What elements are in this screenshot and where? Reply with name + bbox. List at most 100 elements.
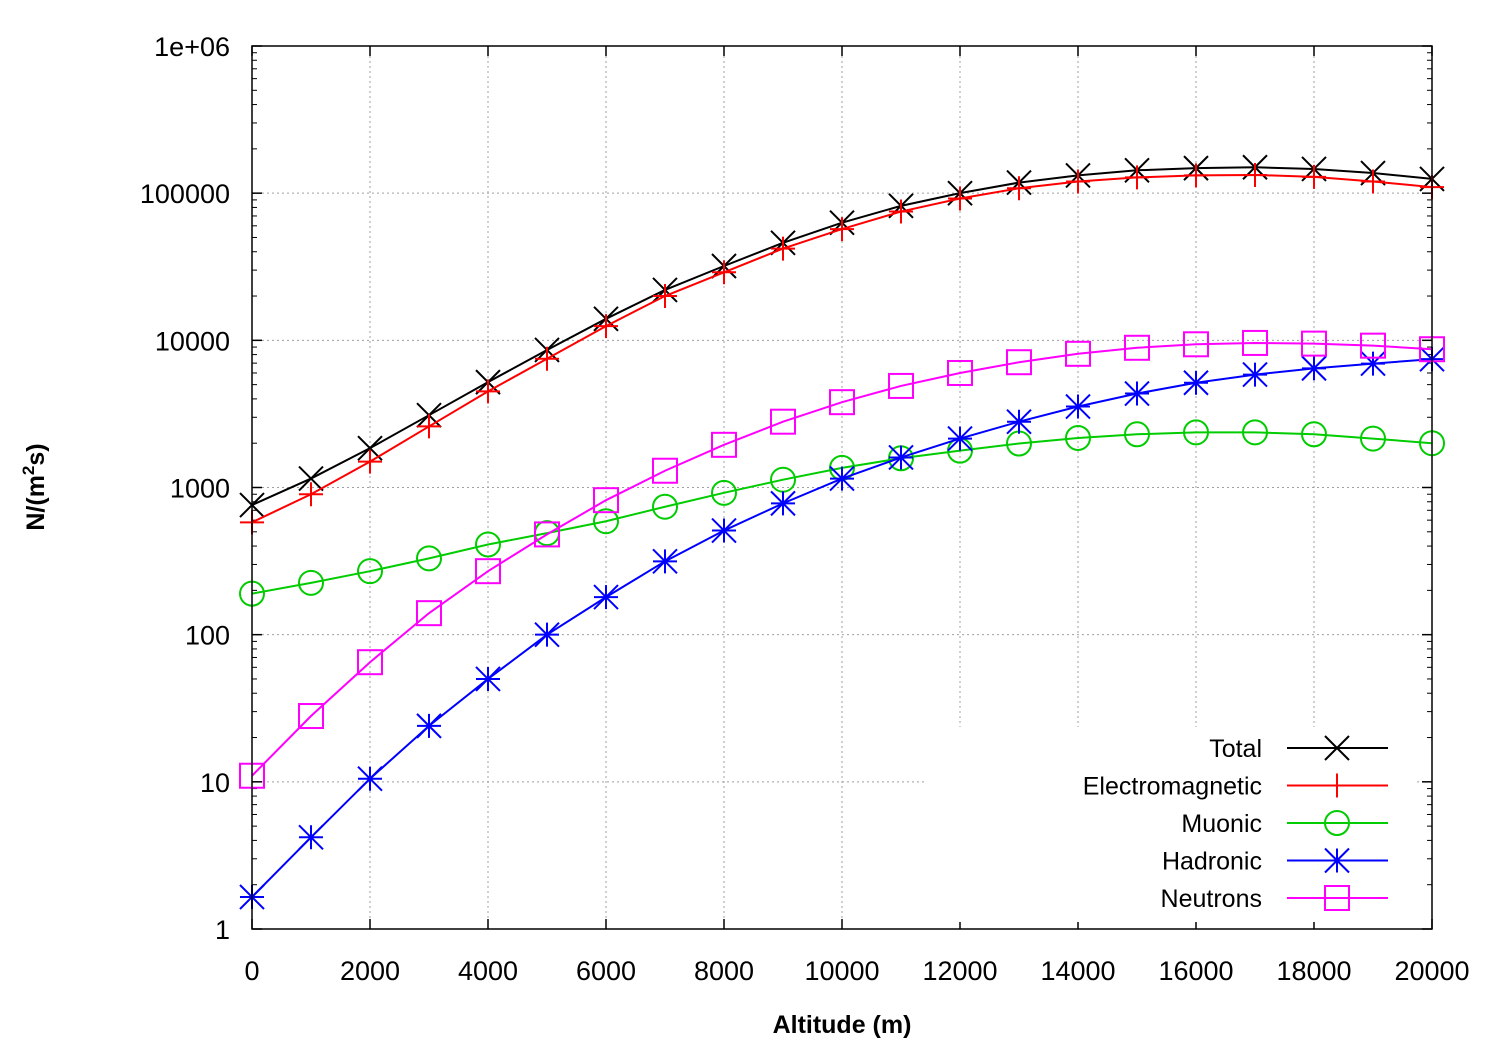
data-point [712, 260, 736, 285]
legend-item-hadronic: Hadronic [1162, 848, 1388, 876]
data-point [1006, 349, 1032, 376]
data-point [652, 548, 678, 575]
data-point [593, 584, 619, 610]
data-point [1243, 162, 1267, 187]
data-point [476, 379, 500, 404]
y-tick-label: 100 [185, 621, 230, 651]
data-point [475, 531, 501, 558]
plot-frame [251, 45, 1433, 930]
data-point [947, 425, 973, 452]
x-tick-label: 10000 [804, 956, 879, 986]
data-point [830, 217, 854, 242]
data-point [298, 569, 324, 596]
legend-item-total: Total [1209, 735, 1388, 763]
data-point [1124, 380, 1150, 407]
y-axis-title-tail: s) [22, 443, 50, 465]
x-tick-label: 2000 [340, 956, 400, 986]
data-point [711, 479, 737, 506]
data-point [1325, 773, 1349, 798]
x-tick-label: 8000 [694, 956, 754, 986]
data-point [1301, 421, 1327, 448]
data-point [888, 444, 914, 471]
legend-item-neutrons: Neutrons [1161, 885, 1388, 913]
data-point [889, 199, 913, 224]
y-tick-label: 1000 [170, 474, 230, 504]
y-tick-label: 1e+06 [154, 32, 230, 62]
y-axis-title-superscript: 2 [19, 466, 38, 475]
data-point [357, 649, 383, 676]
data-point [475, 558, 501, 585]
data-point [417, 414, 441, 439]
data-point [652, 493, 678, 520]
x-axis-ticks: 0 2000 4000 6000 8000 10000 12000 14000 16000 180… [244, 46, 1470, 986]
x-axis-title: Altitude (m) [773, 1011, 912, 1039]
x-tick-label: 16000 [1158, 956, 1233, 986]
data-point [416, 545, 442, 572]
series-line [251, 341, 1433, 777]
x-tick-label: 18000 [1276, 956, 1351, 986]
x-tick-label: 20000 [1394, 956, 1469, 986]
data-point [1360, 425, 1386, 452]
x-tick-label: 4000 [458, 956, 518, 986]
data-point [534, 621, 560, 648]
data-point [1360, 332, 1386, 359]
data-point [593, 487, 619, 514]
data-point [1324, 810, 1350, 836]
data-point [1124, 421, 1150, 448]
legend: Total Electromagnetic Muonic Hadronic Neutro… [1083, 735, 1388, 913]
data-point [1324, 847, 1350, 874]
data-point [1125, 165, 1149, 190]
legend-label: Muonic [1181, 810, 1262, 838]
data-point [829, 389, 855, 416]
data-point [1183, 419, 1209, 446]
data-point [357, 558, 383, 585]
data-point [888, 372, 914, 399]
data-point [1183, 331, 1209, 358]
legend-label: Neutrons [1161, 885, 1262, 913]
legend-label: Hadronic [1162, 848, 1262, 876]
data-point [593, 508, 619, 535]
data-point [1301, 355, 1327, 382]
data-point [416, 600, 442, 627]
data-point [1183, 370, 1209, 396]
y-tick-label: 10000 [155, 326, 230, 356]
data-point [1007, 176, 1031, 201]
data-point [1006, 408, 1032, 435]
legend-item-electromagnetic: Electromagnetic [1083, 773, 1388, 801]
y-axis-title-main: N/(m [22, 475, 50, 531]
data-point [948, 186, 972, 211]
data-point [1242, 329, 1268, 356]
series-electromagnetic [240, 162, 1444, 535]
data-point [416, 713, 442, 739]
y-tick-label: 1 [215, 915, 230, 945]
legend-item-muonic: Muonic [1181, 810, 1388, 838]
data-point [770, 408, 796, 435]
data-point [829, 465, 855, 492]
x-tick-label: 12000 [922, 956, 997, 986]
data-point [357, 766, 383, 792]
legend-label: Total [1209, 735, 1262, 763]
data-point [1066, 169, 1090, 194]
data-point [711, 431, 737, 458]
data-point [534, 521, 560, 548]
legend-background [925, 727, 1415, 922]
data-point [771, 236, 795, 261]
data-point [947, 359, 973, 386]
data-point [1242, 419, 1268, 446]
x-tick-label: 0 [244, 956, 259, 986]
data-point [475, 666, 501, 692]
data-point [711, 517, 737, 544]
data-point [1324, 885, 1350, 911]
data-point [298, 824, 324, 850]
data-point [1302, 164, 1326, 189]
data-point [1065, 340, 1091, 367]
data-point [1065, 393, 1091, 420]
y-axis-title: N/(m2s) [19, 443, 50, 530]
data-point [535, 346, 559, 371]
data-point [1301, 330, 1327, 357]
data-point [298, 703, 324, 730]
data-point [594, 314, 618, 339]
data-point [652, 457, 678, 484]
data-point [1361, 169, 1385, 194]
